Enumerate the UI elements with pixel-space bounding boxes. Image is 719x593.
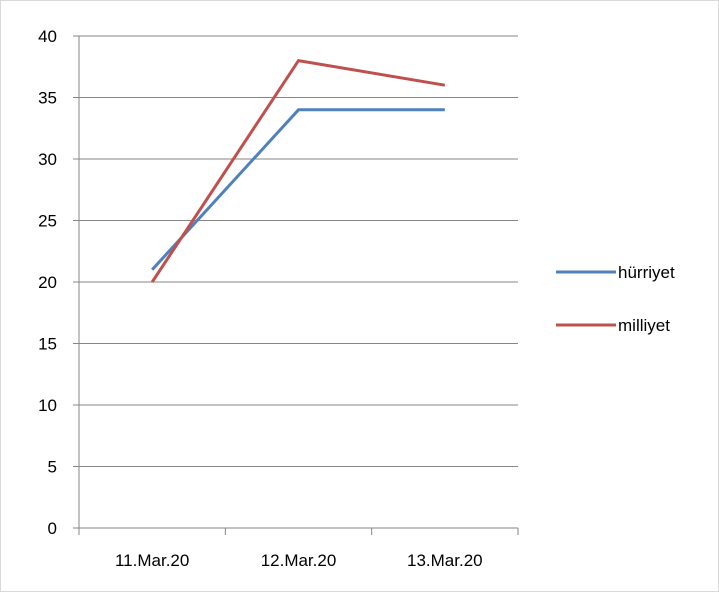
x-axis-tick-labels: 11.Mar.20 12.Mar.20 13.Mar.20: [115, 551, 483, 570]
y-tick-label-40: 40: [38, 27, 57, 46]
y-tick-label-25: 25: [38, 212, 57, 231]
axes: [73, 35, 519, 535]
gridlines: [79, 35, 518, 467]
x-tick-label-11.Mar.20: 11.Mar.20: [115, 551, 189, 570]
legend-label-milliyet: milliyet: [618, 316, 670, 335]
series-line-milliyet: [150, 58, 446, 283]
series-line-hürriyet: [151, 108, 445, 271]
y-tick-label-35: 35: [38, 89, 57, 108]
y-tick-label-5: 5: [48, 458, 57, 477]
series-lines: [150, 58, 446, 283]
y-tick-label-10: 10: [38, 396, 57, 415]
y-axis-tick-labels: 0 5 10 15 20 25 30 35 40: [38, 27, 57, 538]
legend: hürriyet milliyet: [556, 263, 675, 335]
y-tick-label-15: 15: [38, 335, 57, 354]
y-tick-label-30: 30: [38, 150, 57, 169]
y-tick-label-20: 20: [38, 273, 57, 292]
y-tick-label-0: 0: [48, 519, 57, 538]
x-tick-label-13.Mar.20: 13.Mar.20: [407, 551, 483, 570]
x-tick-label-12.Mar.20: 12.Mar.20: [261, 551, 337, 570]
legend-label-hürriyet: hürriyet: [618, 263, 675, 282]
